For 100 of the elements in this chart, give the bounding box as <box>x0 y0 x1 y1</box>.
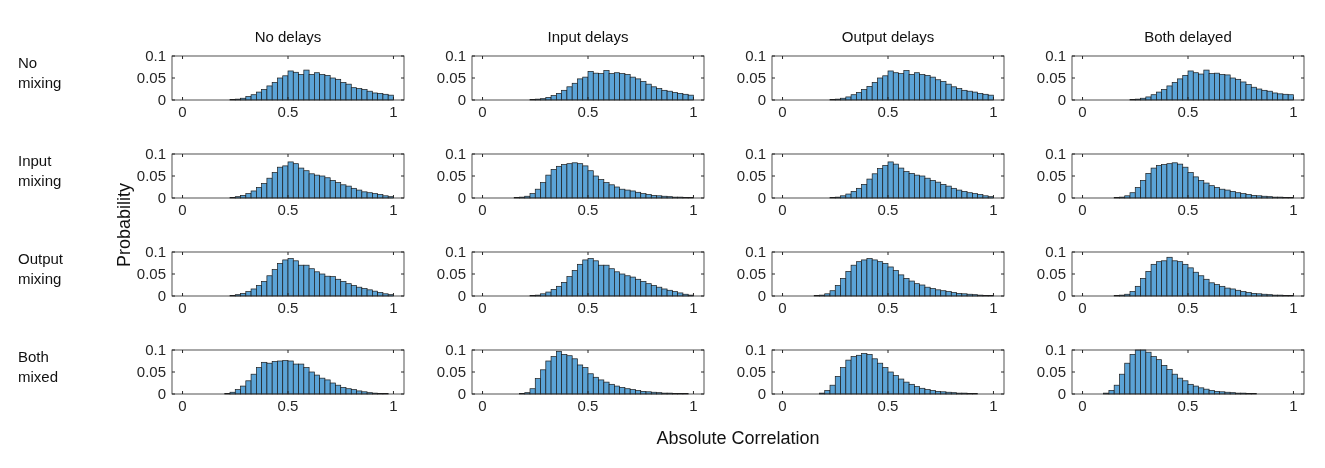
chart-title: Input delays <box>547 28 629 45</box>
chart-title: No delays <box>254 28 322 45</box>
y-tick-label: 0.05 <box>136 167 166 184</box>
y-axis-title: Probability <box>114 182 134 268</box>
x-tick-label: 1 <box>689 299 698 316</box>
x-tick-label: 1 <box>389 201 398 218</box>
x-tick-label: 1 <box>389 299 398 316</box>
y-tick-label: 0.1 <box>745 145 766 162</box>
text: Output mixing <box>18 250 64 287</box>
x-tick-label: 0 <box>778 299 787 316</box>
x-tick-label: 0.5 <box>577 201 599 218</box>
y-tick-label: 0.05 <box>436 363 466 380</box>
x-tick-label: 0.5 <box>1177 397 1199 414</box>
x-tick-label: 1 <box>1289 397 1298 414</box>
x-tick-label: 0 <box>778 103 787 120</box>
y-tick-label: 0.05 <box>736 363 766 380</box>
text: Both mixed <box>18 348 59 385</box>
x-tick-label: 0 <box>178 103 187 120</box>
y-tick-label: 0.05 <box>136 363 166 380</box>
y-tick-label: 0.05 <box>1036 167 1066 184</box>
x-tick-label: 1 <box>989 201 998 218</box>
y-tick-label: 0.05 <box>1036 363 1066 380</box>
y-tick-label: 0.1 <box>745 341 766 358</box>
x-tick-label: 0 <box>1078 299 1087 316</box>
x-tick-label: 0.5 <box>1177 299 1199 316</box>
y-tick-label: 0.1 <box>145 145 166 162</box>
x-tick-label: 1 <box>689 397 698 414</box>
x-tick-label: 0 <box>778 201 787 218</box>
y-tick-label: 0 <box>157 91 166 108</box>
x-tick-label: 0.5 <box>577 103 599 120</box>
x-tick-label: 0 <box>1078 397 1087 414</box>
y-tick-label: 0.05 <box>1036 265 1066 282</box>
y-tick-label: 0.1 <box>1045 145 1066 162</box>
y-tick-label: 0.05 <box>736 265 766 282</box>
x-tick-label: 0.5 <box>877 397 899 414</box>
y-tick-label: 0.1 <box>445 341 466 358</box>
y-tick-label: 0.05 <box>436 265 466 282</box>
x-tick-label: 0 <box>478 397 487 414</box>
x-tick-label: 0.5 <box>577 299 599 316</box>
y-tick-label: 0.05 <box>436 69 466 86</box>
x-tick-label: 0 <box>178 397 187 414</box>
x-tick-label: 0.5 <box>277 201 299 218</box>
x-tick-label: 0.5 <box>877 201 899 218</box>
y-tick-label: 0.05 <box>436 167 466 184</box>
y-tick-label: 0.1 <box>745 243 766 260</box>
x-tick-label: 0.5 <box>1177 103 1199 120</box>
x-tick-label: 1 <box>1289 201 1298 218</box>
chart-title: Both delayed <box>1144 28 1232 45</box>
y-tick-label: 0.1 <box>145 47 166 64</box>
x-tick-label: 0.5 <box>277 299 299 316</box>
y-tick-label: 0 <box>157 385 166 402</box>
y-tick-label: 0 <box>457 91 466 108</box>
y-tick-label: 0.1 <box>445 145 466 162</box>
y-tick-label: 0 <box>757 287 766 304</box>
y-tick-label: 0.1 <box>745 47 766 64</box>
y-tick-label: 0.1 <box>145 341 166 358</box>
x-tick-label: 1 <box>689 103 698 120</box>
x-tick-label: 0 <box>178 201 187 218</box>
x-tick-label: 0.5 <box>877 299 899 316</box>
x-tick-label: 1 <box>989 103 998 120</box>
y-tick-label: 0.1 <box>145 243 166 260</box>
y-tick-label: 0 <box>1057 385 1066 402</box>
y-tick-label: 0 <box>457 287 466 304</box>
x-axis-title: Absolute Correlation <box>656 428 820 448</box>
y-tick-label: 0 <box>757 385 766 402</box>
y-tick-label: 0 <box>1057 189 1066 206</box>
y-tick-label: 0 <box>757 91 766 108</box>
x-tick-label: 1 <box>389 103 398 120</box>
y-tick-label: 0.1 <box>1045 341 1066 358</box>
y-tick-label: 0 <box>1057 287 1066 304</box>
y-tick-label: 0.05 <box>1036 69 1066 86</box>
x-tick-label: 0.5 <box>1177 201 1199 218</box>
x-tick-label: 0 <box>478 299 487 316</box>
y-tick-label: 0 <box>157 189 166 206</box>
x-tick-label: 0.5 <box>277 103 299 120</box>
y-tick-label: 0.1 <box>1045 243 1066 260</box>
y-tick-label: 0 <box>157 287 166 304</box>
x-tick-label: 1 <box>689 201 698 218</box>
y-tick-label: 0.05 <box>736 69 766 86</box>
y-tick-label: 0 <box>757 189 766 206</box>
y-tick-label: 0 <box>457 189 466 206</box>
y-tick-label: 0.05 <box>736 167 766 184</box>
x-tick-label: 0 <box>178 299 187 316</box>
x-tick-label: 0 <box>478 103 487 120</box>
chart-title: Output delays <box>841 28 935 45</box>
x-tick-label: 0 <box>478 201 487 218</box>
text: Input mixing <box>18 152 62 189</box>
y-tick-label: 0.05 <box>136 69 166 86</box>
x-tick-label: 0 <box>1078 201 1087 218</box>
x-tick-label: 1 <box>989 397 998 414</box>
x-tick-label: 1 <box>389 397 398 414</box>
y-tick-label: 0.1 <box>445 47 466 64</box>
y-tick-label: 0.1 <box>1045 47 1066 64</box>
x-tick-label: 0 <box>1078 103 1087 120</box>
x-tick-label: 1 <box>1289 103 1298 120</box>
y-tick-label: 0.1 <box>445 243 466 260</box>
x-tick-label: 0.5 <box>877 103 899 120</box>
x-tick-label: 0.5 <box>577 397 599 414</box>
y-tick-label: 0.05 <box>136 265 166 282</box>
y-tick-label: 0 <box>1057 91 1066 108</box>
